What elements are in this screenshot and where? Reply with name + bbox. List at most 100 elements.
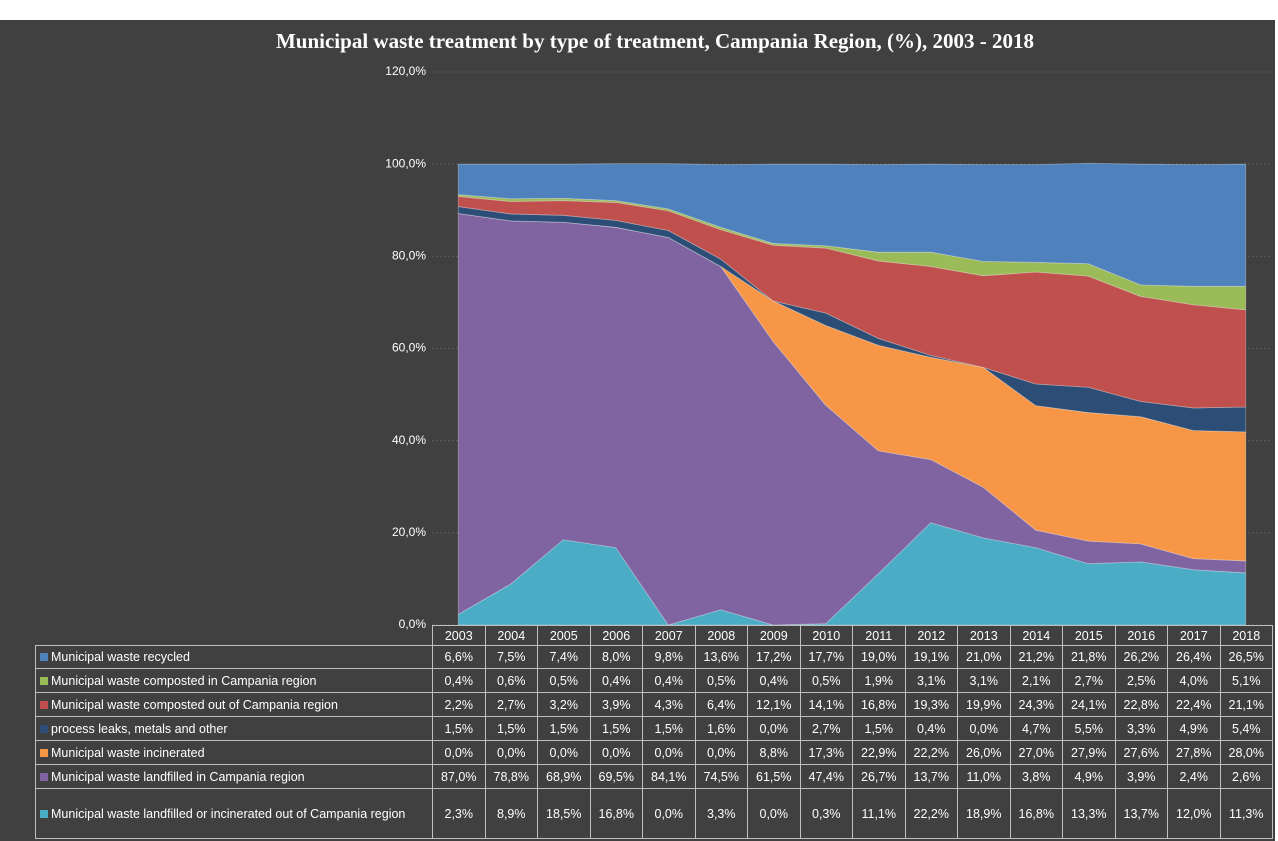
y-tick-label: 120,0% [385, 64, 426, 78]
table-cell: 0,0% [957, 716, 1011, 741]
table-header: 2016 [1114, 625, 1168, 646]
legend-key [40, 772, 48, 781]
table-cell: 78,8% [484, 764, 538, 789]
table-cell: 3,1% [904, 668, 958, 693]
legend-key [40, 653, 48, 661]
table-cell: 4,3% [642, 692, 696, 717]
table-cell: 26,4% [1167, 645, 1221, 669]
legend-entry: Municipal waste composted out of Campani… [35, 692, 433, 717]
table-cell: 0,5% [694, 668, 748, 693]
table-cell: 5,5% [1062, 716, 1116, 741]
table-cell: 11,0% [957, 764, 1011, 789]
y-tick-label: 0,0% [399, 617, 427, 631]
table-cell: 3,3% [1114, 716, 1168, 741]
table-cell: 27,9% [1062, 740, 1116, 765]
table-cell: 0,0% [747, 788, 801, 839]
table-header: 2014 [1009, 625, 1063, 646]
table-cell: 22,9% [852, 740, 906, 765]
table-cell: 8,9% [484, 788, 538, 839]
table-cell: 16,8% [589, 788, 643, 839]
chart-title: Municipal waste treatment by type of tre… [276, 29, 1034, 53]
table-cell: 0,0% [642, 788, 696, 839]
area [457, 194, 1247, 311]
table-cell: 17,3% [799, 740, 853, 765]
table-cell: 26,0% [957, 740, 1011, 765]
table-cell: 4,9% [1062, 764, 1116, 789]
y-tick-label: 100,0% [385, 156, 426, 170]
table-cell: 12,1% [747, 692, 801, 717]
table-header: 2007 [642, 625, 696, 646]
table-cell: 0,0% [589, 740, 643, 765]
table-cell: 2,4% [1167, 764, 1221, 789]
table-cell: 0,0% [484, 740, 538, 765]
table-cell: 2,6% [1219, 764, 1273, 789]
table-cell: 7,4% [537, 645, 591, 669]
legend-label: Municipal waste recycled [51, 650, 190, 664]
table-header: 2005 [537, 625, 591, 646]
y-tick-label: 80,0% [392, 249, 426, 263]
table-cell: 3,9% [1114, 764, 1168, 789]
table-cell: 22,2% [904, 788, 958, 839]
table-cell: 24,3% [1009, 692, 1063, 717]
y-tick-label: 60,0% [392, 341, 426, 355]
table-header: 2006 [589, 625, 643, 646]
table-cell: 0,0% [694, 740, 748, 765]
table-header: 2013 [957, 625, 1011, 646]
table-cell: 19,9% [957, 692, 1011, 717]
table-cell: 0,5% [799, 668, 853, 693]
table-cell: 2,2% [432, 692, 486, 717]
table-cell: 26,5% [1219, 645, 1273, 669]
table-cell: 1,5% [537, 716, 591, 741]
y-tick-label: 40,0% [392, 433, 426, 447]
table-cell: 0,0% [432, 740, 486, 765]
table-cell: 0,4% [642, 668, 696, 693]
y-tick-label: 20,0% [392, 525, 426, 539]
area [457, 162, 1247, 287]
legend-label: Municipal waste landfilled in Campania r… [51, 769, 305, 784]
table-cell: 27,6% [1114, 740, 1168, 765]
area [457, 213, 1247, 626]
table-cell: 1,9% [852, 668, 906, 693]
legend-entry: Municipal waste composted in Campania re… [35, 668, 433, 693]
table-cell: 11,1% [852, 788, 906, 839]
table-cell: 26,2% [1114, 645, 1168, 669]
table-cell: 21,8% [1062, 645, 1116, 669]
table-cell: 16,8% [1009, 788, 1063, 839]
table-cell: 68,9% [537, 764, 591, 789]
table-cell: 1,5% [642, 716, 696, 741]
legend-entry: Municipal waste landfilled in Campania r… [35, 764, 433, 789]
table-cell: 8,8% [747, 740, 801, 765]
legend-key [40, 676, 48, 685]
table-cell: 14,1% [799, 692, 853, 717]
table-cell: 2,3% [432, 788, 486, 839]
table-header: 2009 [747, 625, 801, 646]
table-cell: 0,4% [904, 716, 958, 741]
table-cell: 0,4% [747, 668, 801, 693]
area [458, 213, 1247, 562]
table-cell: 28,0% [1219, 740, 1273, 765]
table-cell: 27,0% [1009, 740, 1063, 765]
table-cell: 2,1% [1009, 668, 1063, 693]
table-cell: 3,1% [957, 668, 1011, 693]
table-cell: 1,5% [432, 716, 486, 741]
legend-label: Municipal waste landfilled or incinerate… [51, 806, 406, 821]
legend-label: Municipal waste composted out of Campani… [51, 697, 338, 712]
legend-entry: Municipal waste incinerated [35, 740, 433, 765]
table-cell: 2,5% [1114, 668, 1168, 693]
table-cell: 22,4% [1167, 692, 1221, 717]
table-cell: 4,0% [1167, 668, 1221, 693]
table-cell: 3,3% [694, 788, 748, 839]
legend-key [40, 809, 48, 818]
table-cell: 1,6% [694, 716, 748, 741]
table-header: 2018 [1219, 625, 1273, 646]
table-cell: 18,5% [537, 788, 591, 839]
table-header: 2008 [694, 625, 748, 646]
table-cell: 1,5% [484, 716, 538, 741]
table-cell: 24,1% [1062, 692, 1116, 717]
table-cell: 3,2% [537, 692, 591, 717]
table-cell: 1,5% [589, 716, 643, 741]
legend-key [40, 748, 48, 757]
table-cell: 0,0% [537, 740, 591, 765]
table-cell: 5,1% [1219, 668, 1273, 693]
